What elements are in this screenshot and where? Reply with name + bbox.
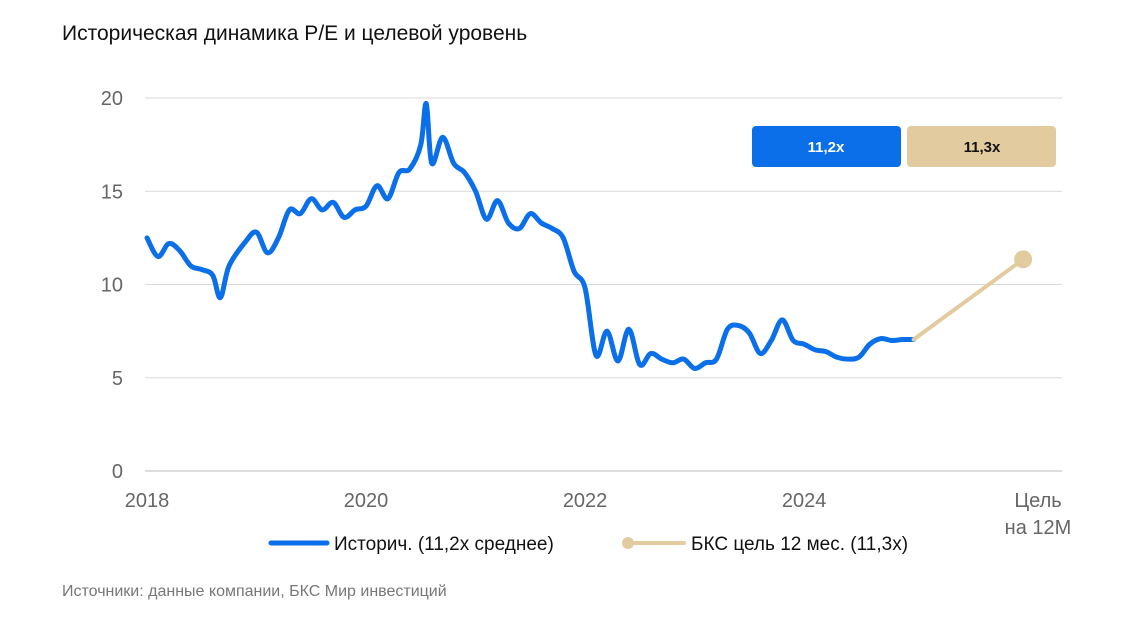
legend-target-dot (622, 537, 634, 549)
series-historical-line (144, 101, 917, 371)
x-tick-label: 2024 (782, 490, 827, 512)
y-tick-label: 5 (112, 368, 123, 390)
x-tick-label: 2018 (125, 490, 170, 512)
badge-target-text: 11,3x (964, 139, 1001, 156)
series-target-line (911, 257, 1026, 342)
x-axis-ticks: 2018 2020 2022 2024 (125, 490, 827, 512)
badge-target (907, 126, 1056, 167)
badge-historical-text: 11,2x (808, 139, 845, 156)
y-tick-label: 15 (101, 181, 123, 203)
x-tick-label: 2020 (344, 490, 389, 512)
y-axis-ticks: 0 5 10 15 20 (101, 88, 123, 483)
y-tick-label: 20 (101, 88, 123, 110)
y-tick-label: 10 (101, 275, 123, 297)
x-tick-target-line2: на 12М (1005, 517, 1072, 539)
chart-title: Историческая динамика P/E и целевой уров… (62, 22, 528, 45)
y-tick-label: 0 (112, 461, 123, 483)
legend-historical-label: Историч. (11,2x среднее) (334, 534, 554, 555)
grid-lines (145, 97, 1062, 472)
x-tick-label: 2022 (563, 490, 608, 512)
x-tick-target-line1: Цель (1014, 490, 1061, 512)
target-point (1014, 250, 1033, 269)
badge-historical (752, 126, 901, 167)
source-note: Источники: данные компании, БКС Мир инве… (62, 583, 447, 600)
legend-target-label: БКС цель 12 мес. (11,3x) (691, 534, 908, 555)
